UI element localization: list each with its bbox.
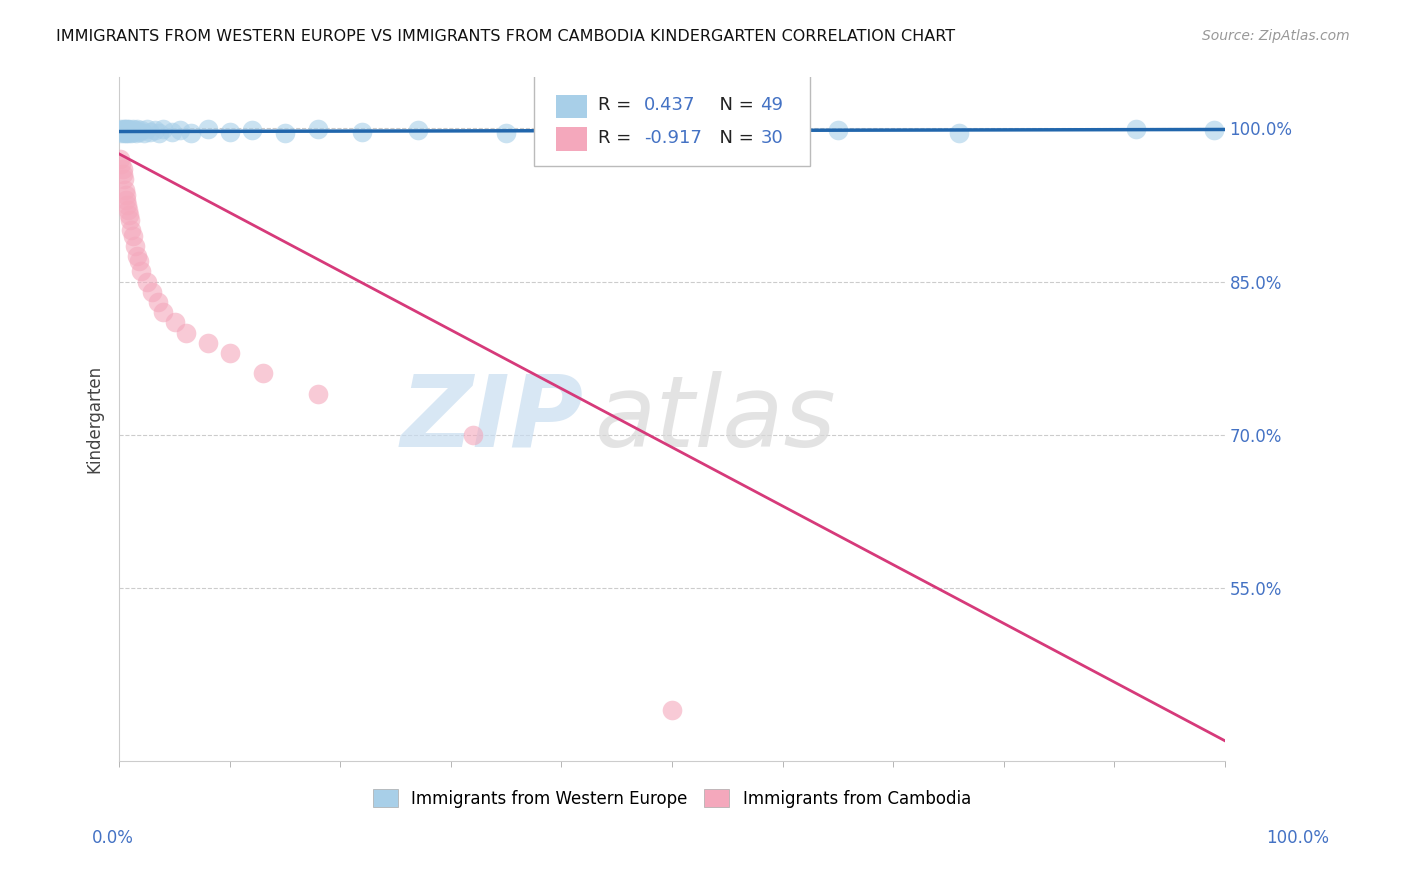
Point — [128, 254, 150, 268]
Point — [122, 124, 145, 138]
FancyBboxPatch shape — [555, 128, 586, 152]
Point — [125, 249, 148, 263]
Point — [115, 123, 138, 137]
Point — [218, 124, 240, 138]
Point — [307, 386, 329, 401]
Point — [128, 124, 150, 138]
Point — [124, 239, 146, 253]
Point — [115, 122, 138, 136]
Point — [683, 124, 706, 138]
Point — [495, 126, 517, 140]
Point — [121, 122, 143, 136]
Point — [125, 126, 148, 140]
Point — [125, 122, 148, 136]
Point — [174, 326, 197, 340]
Point — [135, 275, 157, 289]
Text: IMMIGRANTS FROM WESTERN EUROPE VS IMMIGRANTS FROM CAMBODIA KINDERGARTEN CORRELAT: IMMIGRANTS FROM WESTERN EUROPE VS IMMIGR… — [56, 29, 955, 44]
Point — [110, 157, 132, 171]
Point — [152, 122, 174, 136]
Point — [661, 703, 683, 717]
Point — [162, 124, 184, 138]
Point — [120, 124, 142, 138]
Point — [252, 367, 274, 381]
Point — [406, 123, 429, 137]
Point — [111, 124, 134, 138]
Text: 0.0%: 0.0% — [91, 829, 134, 847]
Point — [115, 187, 138, 202]
Point — [112, 126, 135, 140]
Text: 100.0%: 100.0% — [1265, 829, 1329, 847]
Point — [461, 427, 484, 442]
Point — [827, 123, 849, 137]
Point — [111, 167, 134, 181]
Point — [110, 123, 132, 137]
Point — [135, 122, 157, 136]
Point — [110, 126, 132, 140]
Text: atlas: atlas — [595, 371, 837, 467]
Text: 30: 30 — [761, 128, 783, 146]
Text: N =: N = — [709, 95, 761, 114]
Point — [121, 228, 143, 243]
Point — [120, 126, 142, 140]
Point — [118, 208, 141, 222]
Point — [111, 123, 134, 137]
Point — [572, 122, 595, 136]
Point — [111, 162, 134, 177]
Point — [1202, 123, 1225, 137]
Point — [117, 203, 139, 218]
Text: N =: N = — [709, 128, 761, 146]
Point — [197, 335, 219, 350]
Point — [114, 122, 136, 136]
Point — [114, 124, 136, 138]
Y-axis label: Kindergarten: Kindergarten — [86, 365, 103, 474]
Text: -0.917: -0.917 — [644, 128, 702, 146]
Point — [117, 126, 139, 140]
FancyBboxPatch shape — [555, 95, 586, 119]
Point — [131, 264, 153, 278]
Point — [1125, 122, 1147, 136]
Point — [120, 213, 142, 227]
Point — [110, 122, 132, 136]
Point — [141, 285, 163, 299]
Point — [240, 123, 263, 137]
Point — [274, 126, 297, 140]
Text: Source: ZipAtlas.com: Source: ZipAtlas.com — [1202, 29, 1350, 43]
Text: 0.437: 0.437 — [644, 95, 696, 114]
Point — [131, 123, 153, 137]
Text: ZIP: ZIP — [401, 371, 583, 467]
Point — [218, 346, 240, 360]
FancyBboxPatch shape — [534, 74, 810, 166]
Point — [169, 123, 191, 137]
Point — [118, 122, 141, 136]
Point — [110, 152, 132, 166]
Point — [180, 126, 202, 140]
Point — [115, 198, 138, 212]
Point — [146, 294, 169, 309]
Point — [115, 193, 138, 207]
Point — [197, 122, 219, 136]
Point — [152, 305, 174, 319]
Point — [132, 126, 155, 140]
Point — [139, 124, 162, 138]
Point — [143, 123, 166, 137]
Text: 49: 49 — [761, 95, 783, 114]
Point — [112, 172, 135, 186]
Point — [124, 123, 146, 137]
Point — [307, 122, 329, 136]
Point — [352, 124, 374, 138]
Point — [948, 126, 970, 140]
Point — [115, 124, 138, 138]
Point — [112, 122, 135, 136]
Point — [115, 126, 138, 140]
Point — [148, 126, 170, 140]
Text: R =: R = — [598, 95, 637, 114]
Legend: Immigrants from Western Europe, Immigrants from Cambodia: Immigrants from Western Europe, Immigran… — [367, 783, 977, 814]
Point — [120, 123, 142, 137]
Point — [117, 123, 139, 137]
Point — [120, 223, 142, 237]
Point — [114, 183, 136, 197]
Text: R =: R = — [598, 128, 637, 146]
Point — [163, 315, 186, 329]
